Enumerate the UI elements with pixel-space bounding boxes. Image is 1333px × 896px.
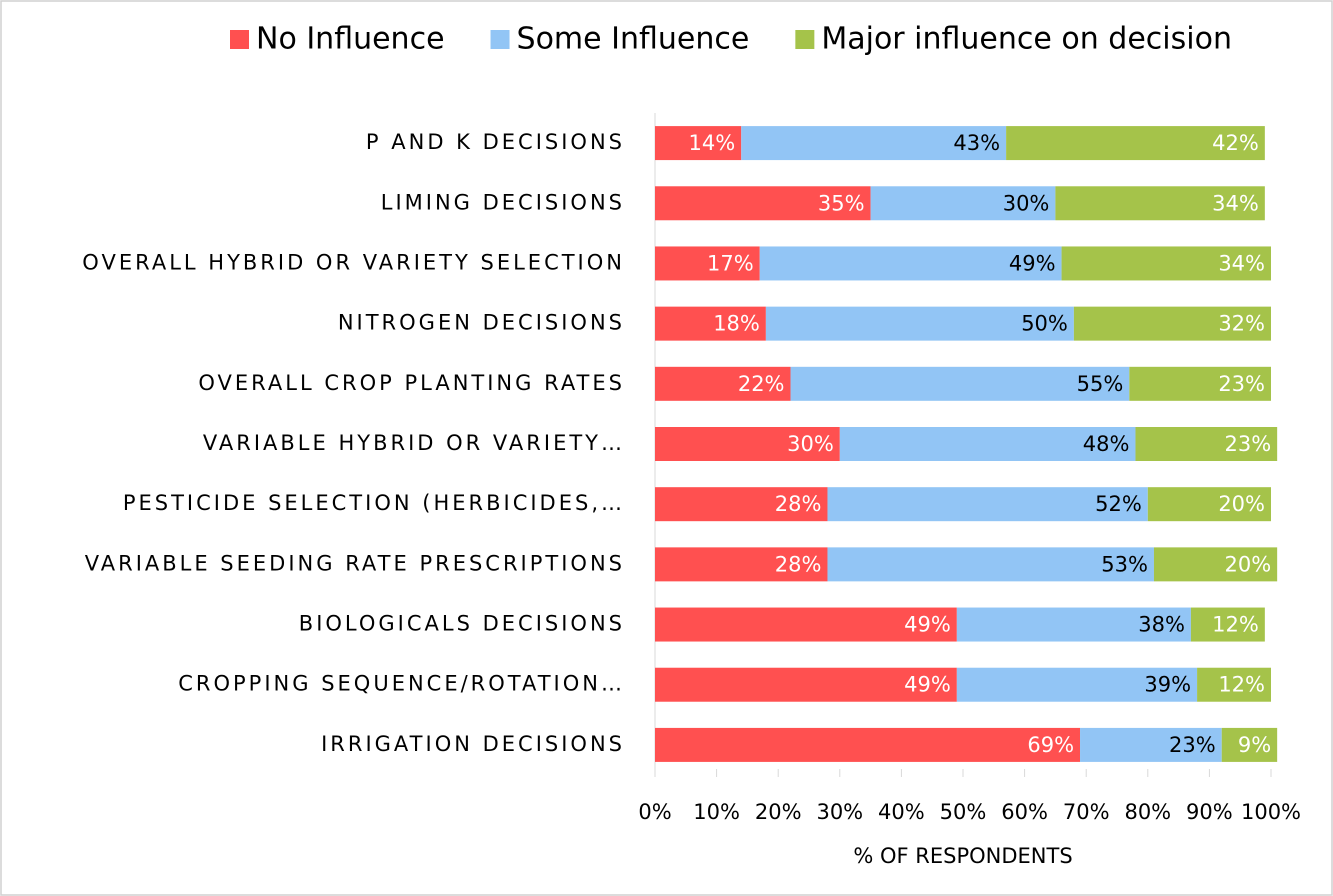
value-label: 49%	[904, 613, 951, 637]
value-label: 34%	[1212, 191, 1259, 215]
x-tick-label: 30%	[816, 800, 863, 824]
category-label: OVERALL CROP PLANTING RATES	[198, 371, 625, 395]
legend-label: No Influence	[256, 22, 445, 57]
category-label: BIOLOGICALS DECISIONS	[299, 612, 625, 636]
category-label: LIMING DECISIONS	[381, 190, 625, 214]
value-label: 23%	[1169, 733, 1216, 757]
bar-segment	[1006, 126, 1265, 161]
bar-segment	[765, 306, 1074, 341]
value-label: 12%	[1212, 613, 1259, 637]
value-label: 52%	[1095, 492, 1142, 516]
bar-segment	[1080, 727, 1222, 762]
value-label: 17%	[707, 251, 754, 275]
bar-segment	[1061, 246, 1271, 281]
bar-segment	[1129, 366, 1271, 401]
bar-segment	[655, 727, 1081, 762]
legend-swatch	[490, 30, 510, 49]
value-label: 49%	[904, 673, 951, 697]
bar-segment	[655, 186, 871, 221]
bar-segment	[1073, 306, 1271, 341]
legend-swatch	[230, 30, 249, 49]
x-tick-label: 0%	[638, 800, 671, 824]
value-label: 30%	[787, 432, 834, 456]
legend-label: Some Influence	[517, 22, 750, 57]
bar-segment	[759, 246, 1062, 281]
bar-segment	[1055, 186, 1265, 221]
category-label: VARIABLE SEEDING RATE PRESCRIPTIONS	[85, 551, 625, 575]
bar-segment	[956, 607, 1191, 642]
category-label: NITROGEN DECISIONS	[338, 311, 625, 335]
bar-segment	[1153, 547, 1278, 582]
x-tick-label: 40%	[878, 800, 925, 824]
value-label: 48%	[1083, 432, 1130, 456]
bar-segment	[839, 427, 1136, 461]
x-tick-label: 80%	[1124, 800, 1171, 824]
value-label: 42%	[1212, 131, 1259, 155]
bar-segment	[956, 667, 1198, 702]
bar-segment	[655, 607, 957, 642]
bar-segment	[655, 667, 957, 702]
value-label: 34%	[1218, 251, 1265, 275]
bar-segment	[827, 487, 1148, 522]
value-label: 14%	[689, 131, 736, 155]
bar-segment	[1190, 607, 1265, 642]
value-label: 23%	[1218, 372, 1265, 396]
bar-segment	[655, 427, 840, 461]
value-label: 18%	[713, 312, 760, 336]
value-label: 55%	[1077, 372, 1124, 396]
value-label: 20%	[1224, 552, 1271, 576]
value-label: 38%	[1138, 613, 1185, 637]
bar-segment	[655, 547, 828, 582]
value-label: 53%	[1101, 552, 1148, 576]
value-label: 9%	[1238, 733, 1271, 757]
value-label: 43%	[953, 131, 1000, 155]
value-label: 22%	[738, 372, 785, 396]
x-tick-label: 20%	[755, 800, 802, 824]
bar-segment	[655, 487, 828, 522]
value-label: 28%	[775, 492, 822, 516]
value-label: 39%	[1144, 673, 1191, 697]
legend-swatch	[795, 30, 815, 49]
bar-segment	[1147, 487, 1271, 522]
bar-segment	[1135, 427, 1278, 461]
bar-segment	[655, 126, 742, 161]
category-label: P AND K DECISIONS	[366, 130, 625, 154]
value-label: 35%	[818, 191, 865, 215]
value-label: 23%	[1224, 432, 1271, 456]
bar-segment	[655, 366, 791, 401]
bar-segment	[741, 126, 1007, 161]
value-label: 28%	[775, 552, 822, 576]
bar-segment	[827, 547, 1154, 582]
x-tick-label: 10%	[693, 800, 740, 824]
bar-segment	[870, 186, 1056, 221]
x-tick-label: 50%	[940, 800, 987, 824]
value-label: 30%	[1003, 191, 1050, 215]
category-label: CROPPING SEQUENCE/ROTATION…	[178, 672, 625, 696]
value-label: 20%	[1218, 492, 1265, 516]
x-axis-title: % OF RESPONDENTS	[853, 844, 1072, 868]
category-label: VARIABLE HYBRID OR VARIETY…	[203, 431, 625, 455]
x-tick-label: 100%	[1241, 800, 1301, 824]
bar-segment	[655, 246, 760, 281]
bar-segment	[1221, 727, 1278, 762]
bar-segment	[655, 306, 766, 341]
x-tick-label: 60%	[1001, 800, 1048, 824]
value-label: 50%	[1021, 312, 1068, 336]
x-tick-label: 90%	[1186, 800, 1233, 824]
value-label: 69%	[1027, 733, 1074, 757]
value-label: 49%	[1009, 251, 1056, 275]
category-label: OVERALL HYBRID OR VARIETY SELECTION	[82, 250, 625, 274]
value-label: 12%	[1218, 673, 1265, 697]
x-tick-label: 70%	[1063, 800, 1110, 824]
bar-segment	[790, 366, 1130, 401]
category-label: IRRIGATION DECISIONS	[321, 732, 625, 756]
value-label: 32%	[1218, 312, 1265, 336]
legend-label: Major influence on decision	[821, 22, 1232, 57]
category-label: PESTICIDE SELECTION (HERBICIDES,…	[123, 491, 625, 515]
bar-segment	[1197, 667, 1271, 702]
